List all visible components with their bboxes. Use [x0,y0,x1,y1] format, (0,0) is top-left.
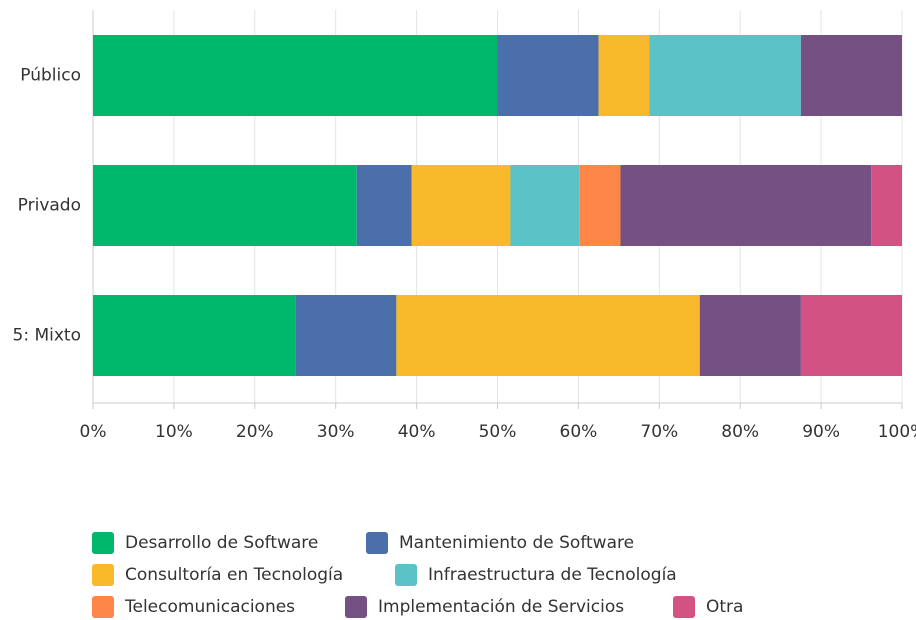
legend-label: Infraestructura de Tecnología [428,565,677,585]
x-tick-label: 0% [80,422,107,442]
legend-swatch [395,564,417,586]
x-tick-label: 100% [878,422,916,442]
legend-label: Consultoría en Tecnología [125,565,343,585]
x-tick-label: 40% [398,422,436,442]
bar-segment [93,35,498,116]
bar-segment [93,165,357,246]
legend-label: Otra [706,597,743,617]
legend-label: Implementación de Servicios [378,597,624,617]
legend-swatch [366,532,388,554]
legend-swatch [92,596,114,618]
bar-segment [800,35,902,116]
legend-swatch [92,532,114,554]
category-label: Público [20,66,81,86]
legend-swatch [345,596,367,618]
bar-segment [871,165,902,246]
bar-segment [295,295,397,376]
bar-segment [649,35,801,116]
category-label: 5: Mixto [13,326,81,346]
bar-segment [411,165,511,246]
legend-label: Mantenimiento de Software [399,533,634,553]
bar-segment [598,35,650,116]
x-tick-label: 80% [721,422,759,442]
bar-segment [497,35,599,116]
bar-segment [800,295,902,376]
x-tick-label: 50% [479,422,517,442]
bar-segment [396,295,700,376]
legend-swatch [92,564,114,586]
legend-label: Telecomunicaciones [124,597,295,617]
x-tick-label: 20% [236,422,274,442]
bar-segment [510,165,580,246]
x-tick-label: 60% [560,422,598,442]
bar-segment [699,295,801,376]
bar-segment [620,165,872,246]
x-tick-label: 70% [640,422,678,442]
category-label: Privado [18,196,81,216]
legend-swatch [673,596,695,618]
legend-label: Desarrollo de Software [125,533,318,553]
x-tick-label: 90% [802,422,840,442]
x-tick-label: 30% [317,422,355,442]
bar-segment [356,165,412,246]
bar-segment [579,165,621,246]
bar-segment [93,295,296,376]
x-tick-label: 10% [155,422,193,442]
